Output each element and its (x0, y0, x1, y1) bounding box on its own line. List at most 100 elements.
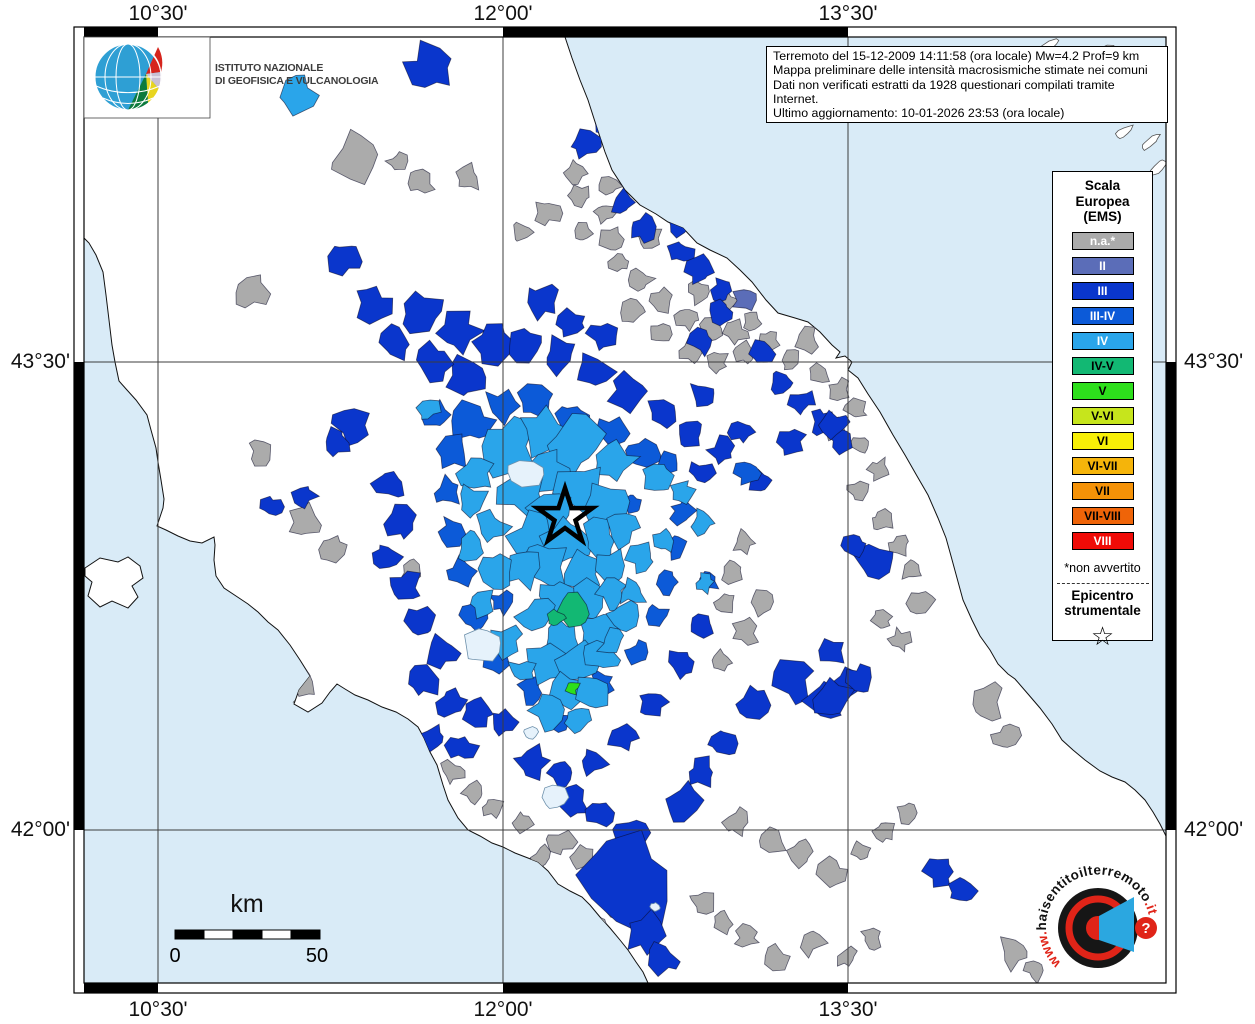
municipality-na (248, 439, 272, 467)
municipality-III (770, 370, 794, 396)
municipality-IV (595, 626, 625, 654)
legend-swatch-III: III (1071, 281, 1134, 300)
legend-swatch-VI-VII: VI-VII (1071, 456, 1134, 475)
municipality-na (781, 349, 800, 371)
municipality-na (566, 184, 590, 209)
legend-entry-na: n.a.* (1071, 231, 1134, 250)
municipality-III (840, 534, 867, 559)
municipality-IV (593, 577, 628, 611)
municipality-III (403, 605, 437, 636)
municipality-na (713, 909, 734, 936)
municipality-na (896, 802, 918, 826)
legend-footnote: *non avvertito (1064, 560, 1141, 575)
lake (523, 726, 540, 740)
municipality-III (786, 390, 817, 416)
municipality-III (492, 708, 520, 737)
municipality-III (330, 408, 370, 447)
municipality-IV (642, 463, 675, 491)
municipality-III (817, 409, 851, 441)
epicenter-star (530, 480, 600, 547)
municipality-na (235, 274, 272, 309)
municipality-III (606, 369, 649, 415)
municipality-IV (455, 457, 495, 489)
municipality-na (733, 923, 760, 948)
municipality-III (639, 693, 671, 717)
municipality-III-IV (435, 433, 467, 470)
municipality-III (647, 940, 681, 978)
municipality-III (690, 613, 714, 639)
municipality-patches (235, 39, 1044, 983)
municipality-III-IV (623, 639, 649, 666)
municipality-na (648, 286, 673, 314)
legend-entry-IV: IV (1071, 331, 1134, 350)
municipality-III (726, 420, 757, 444)
frame-band-top (84, 27, 158, 37)
municipality-III-IV (732, 461, 763, 486)
municipality-na (534, 201, 564, 227)
municipality-IV (690, 507, 716, 537)
legend-entry-VIII: VIII (1071, 531, 1134, 550)
axis-label-top-1200: 12°00' (473, 2, 533, 25)
legend-swatch-na: n.a.* (1071, 231, 1134, 250)
municipality-na (481, 799, 505, 820)
axis-label-right-4330: 43°30' (1184, 350, 1244, 373)
municipality-IV (595, 438, 642, 483)
municipality-na (650, 323, 673, 342)
municipality-na (836, 945, 858, 967)
municipality-na (607, 253, 630, 272)
municipality-na (440, 758, 466, 786)
municipality-na (815, 855, 849, 889)
info-line-map: Mappa preliminare delle intensità macros… (773, 63, 1148, 78)
municipality-IV (652, 527, 675, 553)
scale-bar-unit: km (230, 890, 264, 918)
municipality-III (584, 802, 616, 828)
municipality-IV (507, 661, 537, 681)
municipality-III (401, 39, 452, 88)
question-badge (1135, 917, 1157, 939)
municipality-III (290, 486, 321, 510)
municipality-na (384, 151, 409, 171)
municipality-na (689, 892, 715, 915)
axis-label-left-4330: 43°30' (10, 350, 70, 373)
municipality-IV (606, 513, 642, 551)
axis-label-right-4200: 42°00' (1184, 818, 1244, 841)
municipality-III (844, 663, 872, 693)
scale-bar (174, 929, 321, 940)
municipality-III (371, 544, 405, 569)
municipality-III (707, 730, 739, 756)
legend-entry-II: II (1071, 256, 1134, 275)
municipality-na (865, 456, 890, 482)
municipality-III (683, 253, 716, 286)
municipality-na (711, 648, 734, 672)
legend-swatch-II: II (1071, 256, 1134, 275)
municipality-III (685, 326, 713, 358)
municipality-na (620, 297, 646, 323)
frame-band-bottom (503, 983, 848, 993)
municipality-III (570, 128, 602, 160)
municipality-IV (695, 572, 716, 596)
municipality-na (743, 311, 763, 332)
municipality-III (445, 353, 487, 397)
municipality-na (732, 527, 757, 556)
municipality-na (407, 168, 436, 194)
municipality-na (999, 936, 1028, 973)
municipality-na (513, 221, 535, 242)
municipality-na (721, 559, 743, 585)
municipality-na (720, 806, 749, 838)
legend-entry-V: V (1071, 381, 1134, 400)
municipality-na (799, 930, 829, 959)
municipality-V (564, 682, 581, 696)
municipality-na (545, 829, 579, 856)
legend-entry-IV-V: IV-V (1071, 356, 1134, 375)
island (1114, 124, 1134, 140)
epicenter-star-icon: ☆ (1090, 620, 1115, 651)
axis-label-bottom-1330: 13°30' (818, 998, 878, 1021)
municipality-III (327, 245, 363, 277)
municipality-na (598, 226, 625, 251)
legend-swatch-VII: VII (1071, 481, 1134, 500)
municipality-III (509, 328, 542, 364)
municipality-na (731, 616, 760, 646)
municipality-na (562, 158, 589, 186)
municipality-III (668, 650, 695, 681)
municipality-III (812, 676, 856, 716)
